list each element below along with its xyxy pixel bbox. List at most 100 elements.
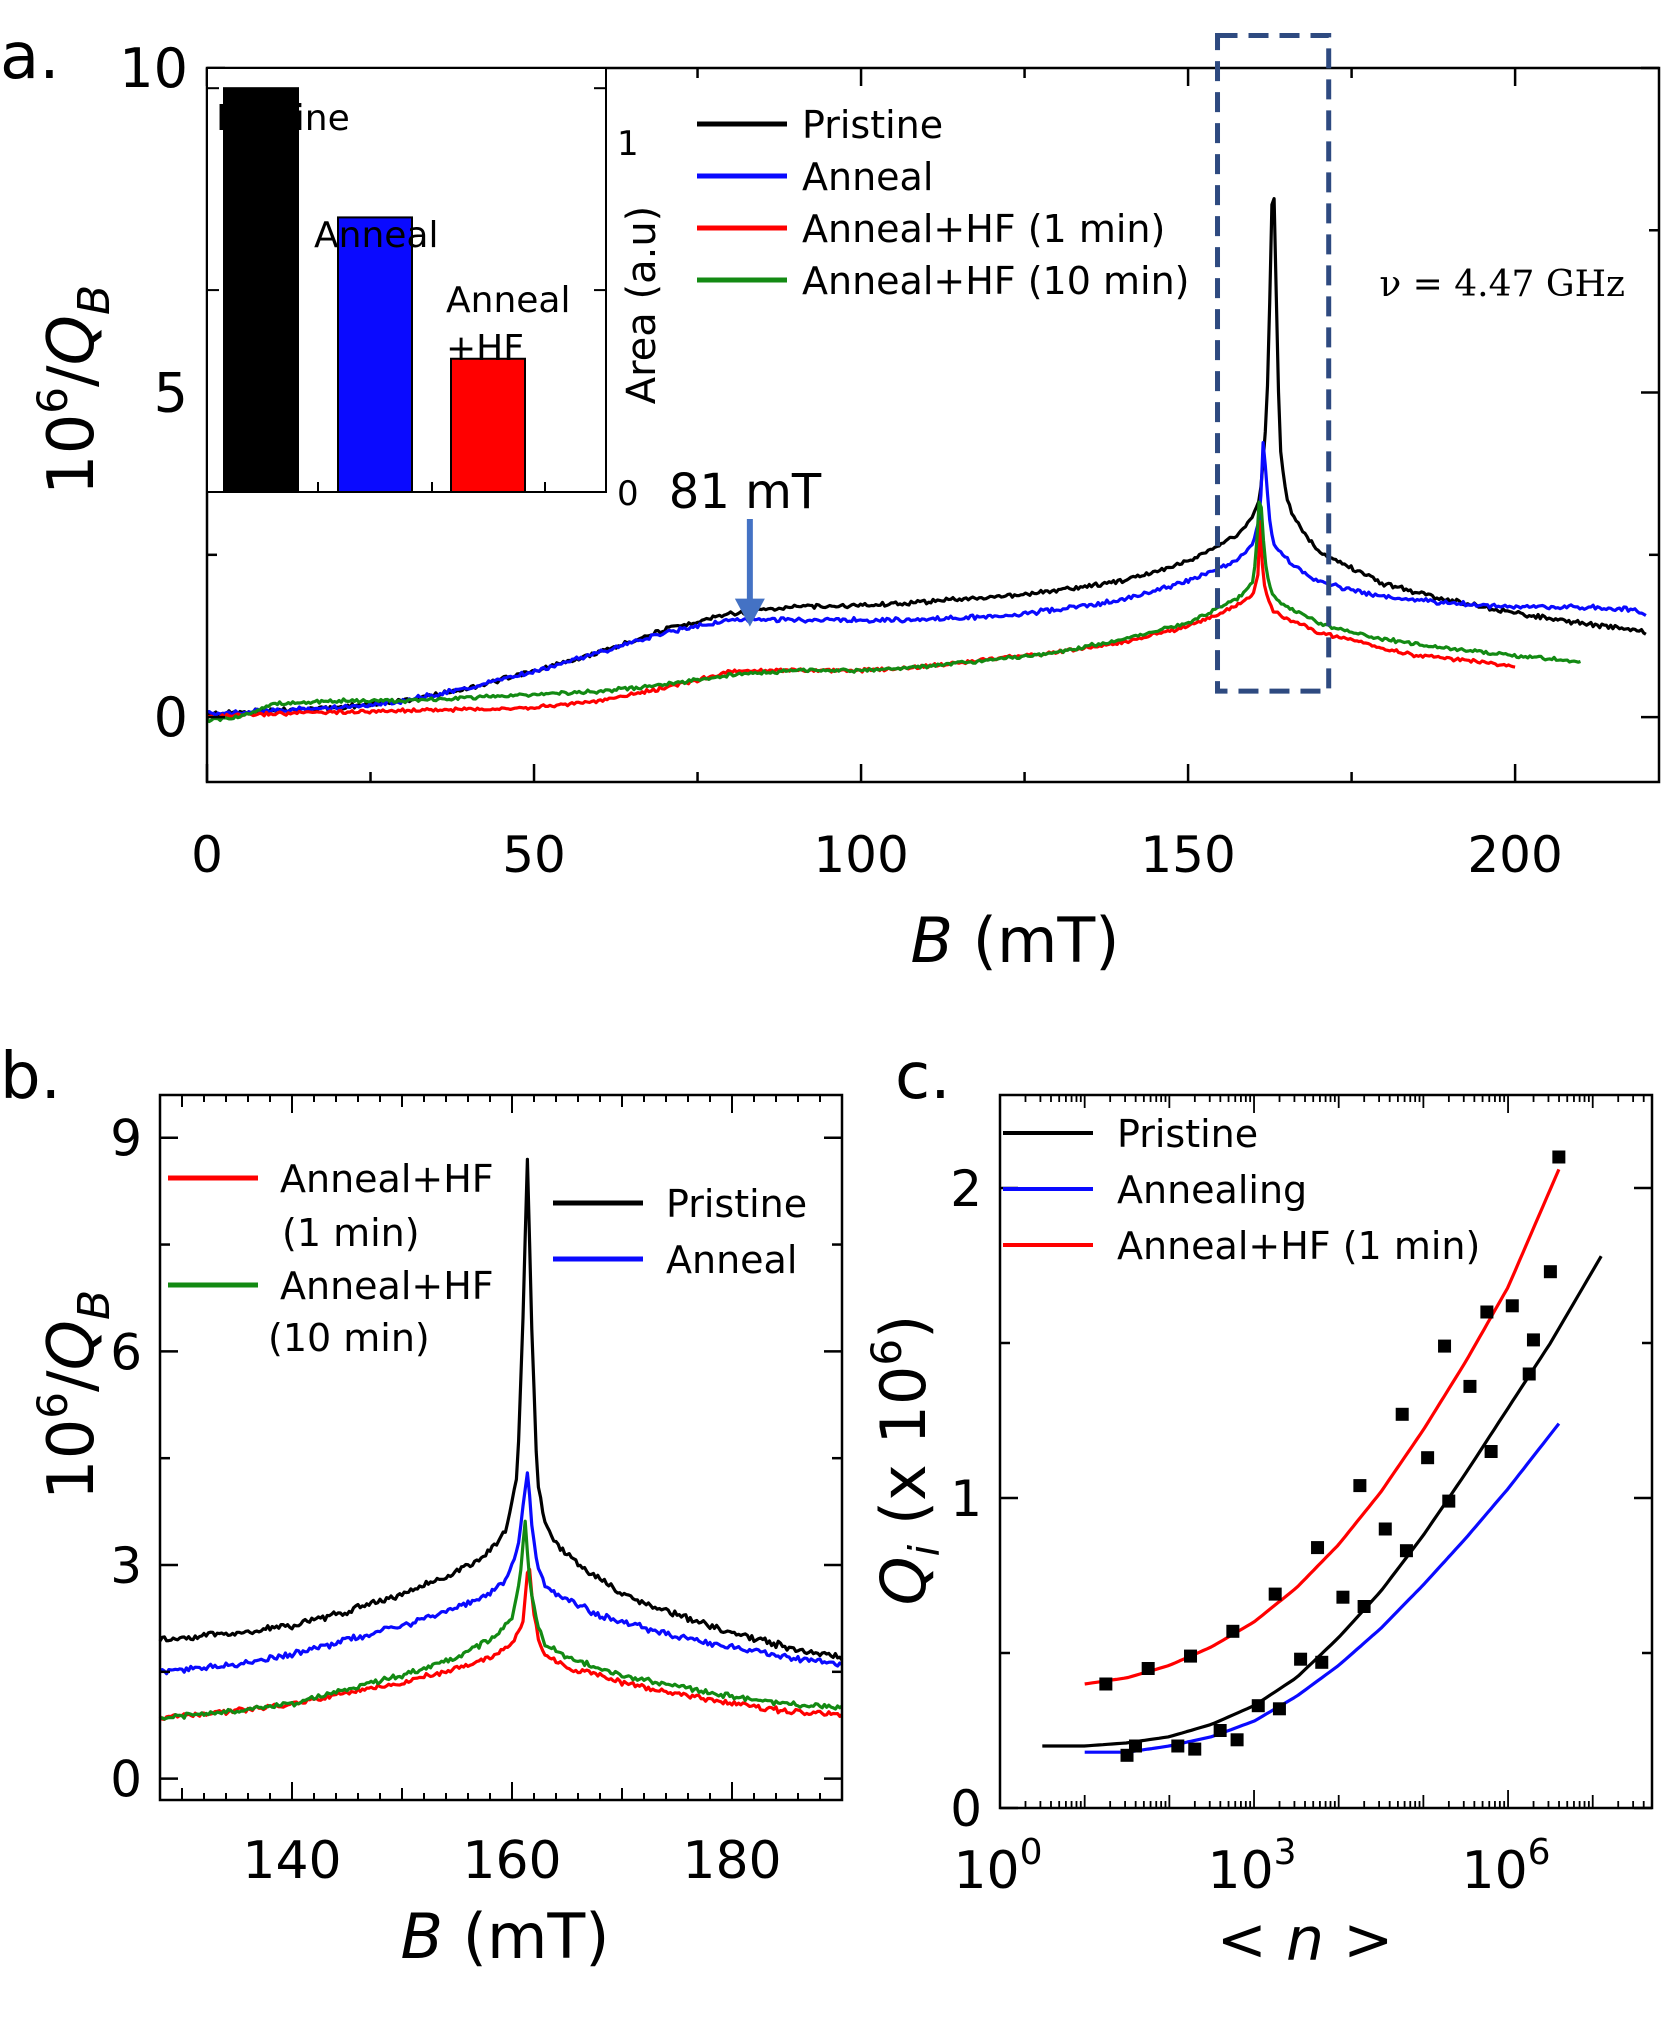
- panel-c-label: c.: [895, 1040, 951, 1114]
- legend-label: Anneal+HF (1 min): [802, 207, 1165, 251]
- inset-bar: [223, 87, 299, 493]
- panel-b-x-tick-labels: 140 160 180: [242, 1831, 781, 1891]
- data-point: [1268, 1587, 1282, 1601]
- panel-b-ytick-label: 9: [110, 1110, 142, 1168]
- data-point: [1438, 1339, 1452, 1353]
- inset-frame: [206, 67, 607, 493]
- legend-label: Pristine: [1117, 1112, 1258, 1156]
- panel-b-xtick-label: 180: [682, 1831, 781, 1891]
- panel-c-x-axis-label: < n >: [1217, 1905, 1394, 1975]
- data-point: [1463, 1379, 1477, 1393]
- panel-b-ytick-label: 0: [110, 1751, 142, 1809]
- inset-bar: [337, 216, 413, 494]
- inset-bar: [450, 357, 526, 493]
- curve-anneal: [158, 1471, 843, 1676]
- inset-ytick-label: 0: [617, 474, 639, 514]
- fit-curve-anneal: [1084, 1422, 1561, 1754]
- panel-b-y-tick-labels: 0 3 6 9: [110, 1110, 142, 1809]
- panel-b-label: b.: [0, 1040, 61, 1114]
- panel-c-ytick-label: 0: [950, 1780, 982, 1838]
- panel-a-ytick-label: 0: [154, 686, 188, 749]
- data-point: [1505, 1299, 1519, 1313]
- panel-b-axis-ticks: [160, 1095, 843, 1800]
- data-point: [1315, 1655, 1329, 1669]
- data-point: [1336, 1590, 1350, 1604]
- curve-anneal: [206, 441, 1647, 718]
- panel-c-axis-ticks: [999, 1095, 1653, 1810]
- panel-a-x-axis-label: B (mT): [911, 904, 1120, 977]
- panel-c-plot-frame: [998, 1093, 1654, 1810]
- panel-a-x-tick-labels: 0 50 100 150 200: [191, 826, 1563, 884]
- panel-c-data-points: [1099, 1150, 1566, 1762]
- panel-b-xtick-label: 160: [462, 1831, 561, 1891]
- data-point: [1399, 1544, 1413, 1558]
- data-point: [1213, 1724, 1227, 1737]
- data-point: [1226, 1624, 1240, 1638]
- inset-ytick-label: 1: [617, 124, 639, 164]
- panel-a-y-tick-labels: 0 5 10: [119, 37, 188, 749]
- inset-bars: [223, 87, 526, 494]
- panel-a: a. 0 5 10 0 50 100 150 200 B (mT) 106/QB…: [0, 20, 1661, 977]
- panel-a-y-axis-label: 106/QB: [28, 285, 120, 495]
- data-point: [1522, 1367, 1536, 1381]
- legend-label: Anneal: [802, 155, 933, 199]
- legend-label: Pristine: [802, 103, 943, 147]
- panel-c: c. 0 1 2 100 103 106 < n > Qi (x 106) Pr…: [862, 1040, 1654, 1975]
- curve-hf10: [205, 500, 1581, 724]
- data-point: [1442, 1494, 1456, 1508]
- inset-ticks: [207, 87, 606, 493]
- panel-c-xtick-label: 103: [1207, 1832, 1296, 1901]
- panel-c-xtick-label: 100: [953, 1832, 1042, 1901]
- panel-b-xtick-label: 140: [242, 1831, 341, 1891]
- panel-a-ytick-label: 5: [154, 362, 188, 425]
- panel-a-xtick-label: 100: [813, 826, 908, 884]
- data-point: [1188, 1742, 1202, 1756]
- frequency-annotation: ν = 4.47 GHz: [1379, 264, 1625, 305]
- data-point: [1543, 1265, 1557, 1279]
- inset-bar-label-pristine: Pristine: [216, 98, 350, 139]
- legend-label: Annealing: [1117, 1168, 1307, 1212]
- data-point: [1230, 1733, 1244, 1747]
- data-point: [1378, 1522, 1392, 1536]
- data-point: [1294, 1652, 1308, 1666]
- data-point: [1484, 1445, 1498, 1458]
- curve-hf1: [158, 1567, 844, 1721]
- legend-label: Anneal: [666, 1238, 797, 1282]
- panel-b-curves: [158, 1157, 844, 1721]
- panel-a-legend: Pristine Anneal Anneal+HF (1 min) Anneal…: [697, 103, 1189, 303]
- data-point: [1251, 1699, 1265, 1713]
- panel-a-xtick-label: 150: [1140, 826, 1235, 884]
- legend-label: Anneal+HF (10 min): [802, 259, 1189, 303]
- inset-bar-label-anneal: Anneal: [314, 215, 438, 256]
- data-point: [1552, 1150, 1566, 1164]
- panel-c-x-tick-labels: 100 103 106: [953, 1832, 1550, 1901]
- panel-c-xtick-label: 106: [1462, 1832, 1551, 1901]
- legend-label: Anneal+HF (10 min): [268, 1264, 494, 1360]
- data-point: [1099, 1677, 1113, 1691]
- fit-curve-hf1: [1084, 1168, 1561, 1686]
- panel-a-label: a.: [0, 20, 60, 94]
- data-point: [1357, 1600, 1371, 1613]
- data-point: [1184, 1649, 1198, 1663]
- data-point: [1141, 1662, 1155, 1675]
- panel-b-plot-frame: [158, 1093, 844, 1802]
- fit-curve-pristine: [1042, 1255, 1603, 1748]
- panel-a-xtick-label: 0: [191, 826, 223, 884]
- panel-c-legend: Pristine Annealing Anneal+HF (1 min): [1003, 1112, 1480, 1268]
- panel-a-xtick-label: 200: [1467, 826, 1562, 884]
- inset-bar-label-hf: Anneal +HF: [446, 280, 570, 369]
- data-point: [1480, 1305, 1494, 1319]
- curve-hf10: [159, 1519, 844, 1721]
- data-point: [1120, 1748, 1134, 1762]
- panel-a-xtick-label: 50: [502, 826, 566, 884]
- panel-a-curves: [205, 197, 1647, 724]
- data-point: [1353, 1479, 1367, 1493]
- legend-label: Anneal+HF (1 min): [1117, 1224, 1480, 1268]
- panel-c-ytick-label: 2: [950, 1160, 982, 1218]
- panel-c-y-tick-labels: 0 1 2: [950, 1160, 982, 1838]
- field-annotation: 81 mT: [669, 464, 822, 520]
- panel-c-ytick-label: 1: [950, 1470, 982, 1528]
- data-point: [1171, 1739, 1185, 1753]
- curve-pristine: [158, 1157, 844, 1661]
